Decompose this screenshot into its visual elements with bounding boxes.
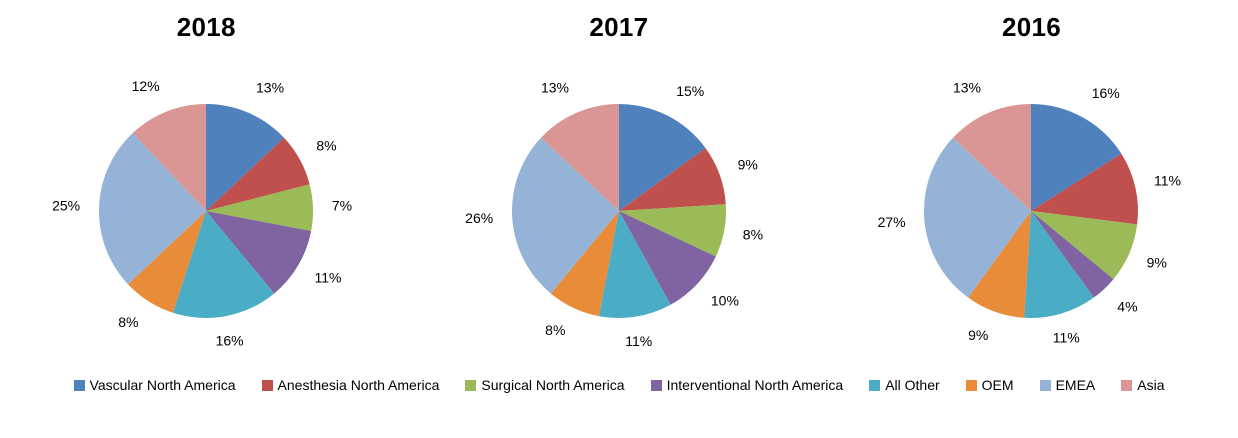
pie-label-all-other: 11% [1053, 329, 1080, 345]
pie-label-emea: 26% [465, 210, 493, 226]
legend-swatch [73, 379, 85, 391]
pie-slice-vascular-north-america [1031, 104, 1122, 211]
chart-title-0: 2018 [176, 12, 236, 42]
pie-slice-emea [924, 137, 1032, 298]
pie-label-anesthesia-north-america: 9% [737, 157, 757, 173]
legend-item-oem: OEM [965, 377, 1014, 393]
legend-swatch [965, 379, 977, 391]
pie-slice-vascular-north-america [206, 104, 285, 211]
pie-label-emea: 25% [52, 198, 80, 214]
pie-charts-row: 2018 13% 8% 7% 11% 16% 8% 25% 12% 2017 15% 9% 8% 1… [0, 0, 1238, 375]
pie-chart-0: 2018 13% 8% 7% 11% 16% 8% 25% 12% [0, 0, 413, 375]
legend-swatch [650, 379, 662, 391]
pie-slice-emea [511, 137, 619, 294]
pie-label-interventional-north-america: 4% [1118, 299, 1138, 315]
pie-slice-oem [968, 211, 1032, 318]
pie-label-anesthesia-north-america: 8% [317, 138, 337, 154]
legend-label: Vascular North America [89, 377, 236, 393]
pie-slice-asia [540, 104, 619, 211]
pie-slice-asia [953, 104, 1032, 211]
pie-label-vascular-north-america: 13% [256, 80, 284, 96]
pie-label-surgical-north-america: 7% [332, 198, 352, 214]
pie-slice-oem [128, 211, 207, 313]
pie-label-surgical-north-america: 9% [1147, 255, 1167, 271]
pie-slice-surgical-north-america [206, 184, 314, 232]
chart-title-1: 2017 [589, 12, 649, 42]
pie-slice-interventional-north-america [1031, 211, 1114, 298]
pie-label-all-other: 16% [216, 332, 244, 348]
pie-label-emea: 27% [878, 214, 906, 230]
legend-label: Asia [1137, 377, 1165, 393]
pie-label-oem: 9% [969, 327, 989, 343]
legend-swatch [465, 379, 477, 391]
pie-slice-interventional-north-america [206, 211, 312, 294]
pie-slice-oem [550, 211, 619, 317]
pie-chart-2: 2016 16% 11% 9% 4% 11% 9% 27% 13% [825, 0, 1238, 375]
pie-label-asia: 13% [953, 80, 981, 96]
pie-slice-all-other [598, 211, 671, 318]
legend-item-emea: EMEA [1039, 377, 1096, 393]
legend-swatch [1121, 379, 1133, 391]
pie-1: 15% 9% 8% 10% 11% 8% 26% 13% [465, 80, 763, 349]
legend-label: OEM [981, 377, 1014, 393]
legend-label: Surgical North America [481, 377, 625, 393]
legend-swatch [1039, 379, 1051, 391]
pie-label-interventional-north-america: 10% [711, 293, 739, 309]
pie-slice-anesthesia-north-america [206, 137, 310, 211]
legend-item-anesthesia-north-america: Anesthesia North America [261, 377, 440, 393]
pie-label-vascular-north-america: 16% [1092, 85, 1120, 101]
chart-legend: Vascular North America Anesthesia North A… [0, 377, 1238, 393]
legend-swatch [261, 379, 273, 391]
legend-label: All Other [885, 377, 940, 393]
pie-slice-all-other [1024, 211, 1095, 319]
pie-label-vascular-north-america: 15% [676, 83, 704, 99]
pie-slice-emea [99, 133, 207, 285]
pie-label-oem: 8% [545, 322, 565, 338]
legend-item-all-other: All Other [869, 377, 940, 393]
pie-label-oem: 8% [119, 314, 139, 330]
pie-2: 16% 11% 9% 4% 11% 9% 27% 13% [878, 80, 1181, 346]
pie-label-all-other: 11% [625, 333, 652, 349]
pie-label-interventional-north-america: 11% [315, 269, 342, 285]
pie-slice-anesthesia-north-america [1031, 153, 1139, 225]
pie-slice-vascular-north-america [618, 104, 706, 211]
legend-swatch [869, 379, 881, 391]
pie-slice-surgical-north-america [1031, 211, 1138, 280]
pie-slice-all-other [173, 211, 275, 318]
pie-slice-asia [133, 104, 207, 211]
pie-slice-anesthesia-north-america [618, 148, 726, 211]
pie-label-surgical-north-america: 8% [743, 227, 763, 243]
legend-item-asia: Asia [1121, 377, 1164, 393]
pie-label-asia: 12% [132, 78, 160, 94]
legend-item-vascular-north-america: Vascular North America [73, 377, 236, 393]
legend-item-surgical-north-america: Surgical North America [465, 377, 625, 393]
legend-item-interventional-north-america: Interventional North America [650, 377, 844, 393]
pie-label-asia: 13% [541, 80, 569, 96]
pie-0: 13% 8% 7% 11% 16% 8% 25% 12% [52, 78, 352, 348]
legend-label: EMEA [1055, 377, 1096, 393]
pie-slice-interventional-north-america [618, 211, 716, 305]
chart-title-2: 2016 [1001, 12, 1061, 42]
pie-label-anesthesia-north-america: 11% [1154, 173, 1181, 189]
pie-slice-surgical-north-america [618, 204, 726, 257]
pie-chart-1: 2017 15% 9% 8% 10% 11% 8% 26% 13% [413, 0, 826, 375]
legend-label: Anesthesia North America [277, 377, 440, 393]
legend-label: Interventional North America [666, 377, 844, 393]
